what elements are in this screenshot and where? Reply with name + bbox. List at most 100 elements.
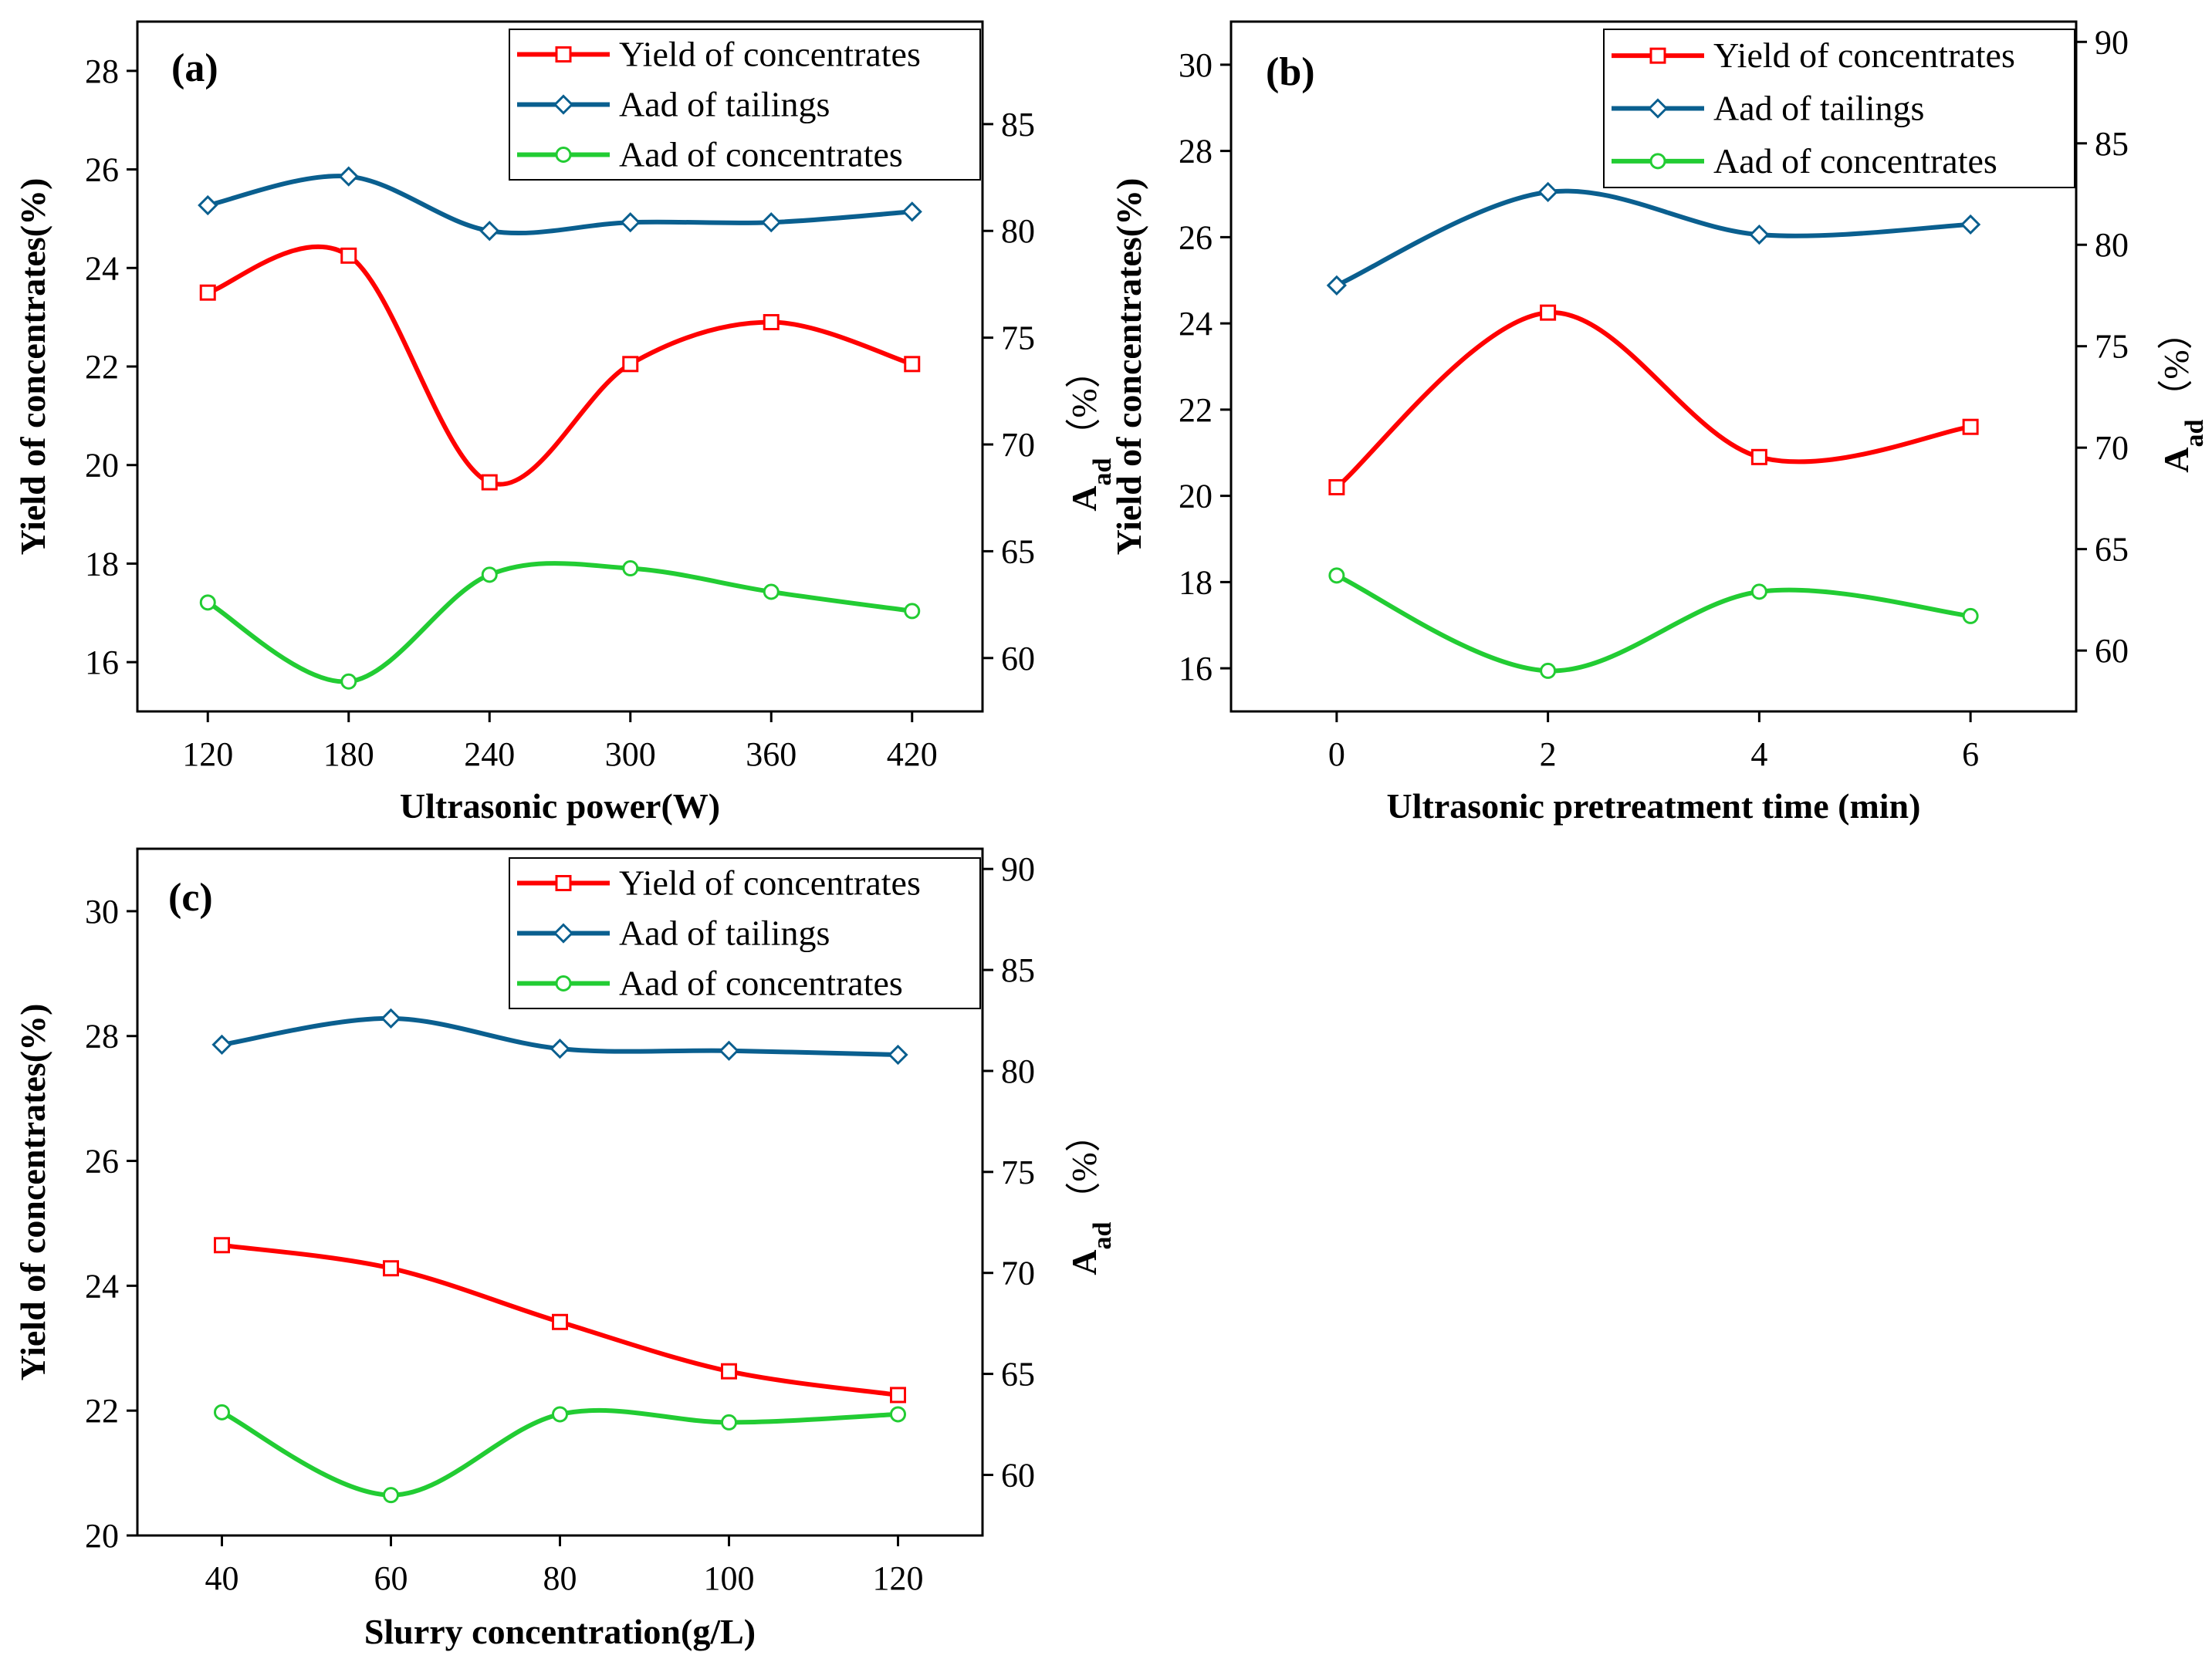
x-axis-label: Ultrasonic power(W) [400, 786, 720, 826]
y-right-tick-label: 65 [2095, 531, 2129, 569]
y-left-tick-label: 20 [1179, 478, 1213, 515]
y-right-label-main: A [1064, 1250, 1104, 1275]
x-tick-label: 420 [887, 735, 938, 773]
legend-entry: Aad of concentrates [619, 135, 903, 174]
y-right-tick-label: 60 [2095, 632, 2129, 670]
y-right-tick-label: 70 [1001, 426, 1035, 464]
data-point [199, 594, 216, 611]
legend-entry: Yield of concentrates [619, 863, 921, 903]
data-point [1540, 304, 1557, 321]
series-aad-of-tailings [198, 166, 922, 242]
data-point [198, 194, 218, 216]
y-right-label-main: A [1064, 486, 1104, 512]
y-right-tick-label: 70 [2095, 429, 2129, 467]
y-left-tick-label: 26 [1179, 218, 1213, 256]
legend-swatch-marker [555, 875, 572, 891]
y-right-tick-label: 85 [1001, 106, 1035, 144]
series-aad-of-concentrates [1328, 567, 1979, 679]
series-line [1335, 573, 1971, 674]
data-point [721, 1363, 737, 1380]
legend-swatch-marker [553, 923, 574, 944]
series-yield-of-concentrates [1328, 304, 1979, 495]
data-point [340, 247, 357, 264]
series-line [207, 244, 913, 487]
data-point [214, 1404, 230, 1421]
y-right-label-main: A [2156, 448, 2196, 473]
data-point [904, 603, 921, 620]
plot-frame [1229, 20, 2078, 713]
data-point [761, 212, 782, 233]
panel-label: (b) [1266, 50, 1315, 94]
x-tick-label: 300 [605, 735, 656, 773]
x-tick-label: 6 [1962, 735, 1979, 773]
y-right-label-unit: （%） [2156, 314, 2196, 414]
y-right-axis-label: Aad （%） [2156, 314, 2209, 472]
y-right-tick-label: 90 [2095, 23, 2129, 61]
x-tick-label: 100 [704, 1559, 755, 1597]
y-left-tick-label: 28 [85, 1018, 119, 1056]
x-axis-label: Ultrasonic pretreatment time (min) [1387, 786, 1921, 826]
y-right-tick-label: 85 [2095, 125, 2129, 163]
y-left-tick-label: 20 [85, 1517, 119, 1555]
x-tick-label: 240 [464, 735, 515, 773]
y-left-tick-label: 24 [1179, 305, 1213, 343]
y-right-label-sub: ad [1088, 1222, 1117, 1250]
y-left-tick-label: 18 [1179, 563, 1213, 601]
data-point [763, 583, 780, 600]
data-point [1328, 478, 1345, 495]
data-point [622, 356, 639, 373]
legend-swatch-marker [553, 94, 574, 115]
x-tick-label: 2 [1540, 735, 1557, 773]
y-right-label-unit: （%） [1064, 1117, 1104, 1217]
legend: Yield of concentrates Aad of tailings Aad … [509, 857, 981, 1009]
y-right-label-sub: ad [2180, 420, 2209, 448]
legend-entry: Aad of concentrates [619, 964, 903, 1003]
data-point [199, 284, 216, 301]
x-tick-label: 360 [746, 735, 797, 773]
y-left-axis-label: Yield of concentrates(%) [13, 1004, 52, 1381]
y-right-tick-label: 85 [1001, 951, 1035, 989]
data-point [1328, 567, 1345, 584]
panel-label: (a) [171, 46, 218, 90]
panel-label: (c) [168, 876, 213, 920]
legend-entry: Yield of concentrates [619, 35, 921, 74]
chart-panel-2: 40 60 80 100 120 20 22 24 26 28 30 60 65 70 75 80 85 90 Sl… [13, 847, 1117, 1651]
y-right-tick-label: 75 [1001, 319, 1035, 357]
series-line [207, 174, 913, 236]
series-line [221, 1407, 898, 1498]
data-point [481, 566, 498, 583]
x-tick-label: 4 [1750, 735, 1767, 773]
x-tick-label: 80 [543, 1559, 577, 1597]
y-left-tick-label: 24 [85, 249, 119, 287]
y-left-tick-label: 22 [1179, 391, 1213, 429]
data-point [1962, 607, 1979, 624]
series-aad-of-tailings [211, 1008, 908, 1066]
y-right-tick-label: 80 [2095, 226, 2129, 264]
data-point [1540, 662, 1557, 679]
x-tick-label: 0 [1328, 735, 1345, 773]
series-line [206, 561, 913, 684]
y-right-tick-label: 80 [1001, 1052, 1035, 1090]
data-point [888, 1044, 908, 1066]
data-point [383, 1487, 399, 1504]
legend-entry: Aad of tailings [1713, 89, 1924, 128]
y-left-tick-label: 28 [1179, 133, 1213, 171]
data-point [622, 560, 639, 577]
data-point [338, 166, 359, 187]
data-point [719, 1040, 739, 1061]
y-left-tick-label: 28 [85, 52, 119, 90]
y-right-tick-label: 75 [2095, 328, 2129, 366]
data-point [1960, 214, 1981, 235]
legend-swatch-marker [555, 147, 572, 163]
series-yield-of-concentrates [199, 244, 921, 491]
x-tick-label: 120 [182, 735, 233, 773]
y-left-axis-label: Yield of concentrates(%) [13, 178, 52, 556]
legend-swatch-marker [555, 46, 572, 62]
series-aad-of-concentrates [214, 1404, 906, 1504]
data-point [381, 1008, 401, 1029]
data-point [1750, 448, 1767, 465]
y-left-axis-label: Yield of concentrates(%) [1109, 178, 1148, 556]
x-tick-label: 40 [205, 1559, 239, 1597]
data-point [211, 1034, 232, 1056]
data-point [383, 1260, 399, 1277]
